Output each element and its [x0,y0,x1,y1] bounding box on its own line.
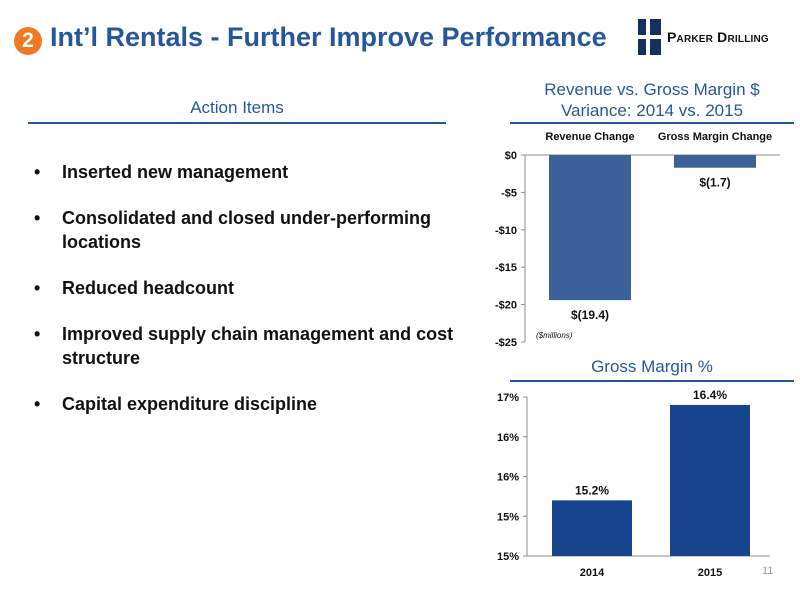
section-number-badge: 2 [14,27,42,55]
bullet-icon: • [34,278,41,298]
action-item: • Consolidated and closed under-performin… [34,206,454,254]
gross-margin-bar [552,500,632,556]
gross-margin-chart-title: Gross Margin % [591,357,713,376]
y-tick-label: -$25 [495,337,517,349]
y-tick-label: 15% [497,511,519,523]
y-tick-label: 17% [497,392,519,404]
y-tick-label: 16% [497,432,519,444]
y-tick-label: 15% [497,551,519,563]
action-item-text: Inserted new management [62,162,289,182]
unit-note: ($millions) [536,331,573,340]
y-tick-label: -$5 [501,187,517,199]
action-item-text: Improved supply chain management and cos… [62,324,454,368]
variance-bar [674,155,756,168]
y-tick-label: -$15 [495,262,517,274]
category-label: Revenue Change [545,131,634,143]
bullet-icon: • [34,394,41,414]
action-item-text: Capital expenditure discipline [62,394,318,414]
bar-data-label: 16.4% [693,388,727,402]
variance-bar [549,155,631,301]
action-item: • Capital expenditure discipline [34,392,454,416]
variance-chart-title: Revenue vs. Gross Margin $ Variance: 201… [510,79,794,121]
action-item-text: Consolidated and closed under-performing… [62,208,432,252]
action-items-rule [28,122,446,124]
bullet-icon: • [34,324,41,344]
bar-data-label: $(19.4) [571,308,609,322]
action-items-list: • Inserted new management • Consolidated an… [34,160,454,438]
y-tick-label: -$10 [495,225,517,237]
variance-bar-chart: $0 -$5 -$10 -$15 -$20 -$25 $(19.4) Revenue Chan… [495,131,780,349]
category-label: Gross Margin Change [658,131,772,143]
gross-margin-bar [670,404,750,556]
page-number: 11 [762,565,774,577]
variance-chart-title-line: Revenue vs. Gross Margin $ [544,80,760,99]
action-item: • Reduced headcount [34,276,454,300]
logo-text: Parker Drilling [667,29,769,45]
variance-chart-rule [510,122,794,124]
gross-margin-chart-rule [510,380,794,382]
bullet-icon: • [34,208,41,228]
action-item-text: Reduced headcount [62,278,235,298]
action-item: • Inserted new management [34,160,454,184]
company-logo: Parker Drilling [638,18,788,58]
action-item: • Improved supply chain management and co… [34,322,454,370]
page-title: Int’l Rentals - Further Improve Performa… [50,22,607,52]
gross-margin-bar-chart: 15% 15% 16% 16% 17% 15.2% 2014 16.4% 2015 [497,388,770,579]
bar-data-label: $(1.7) [699,176,730,190]
y-tick-label: $0 [505,150,517,162]
y-tick-label: 16% [497,472,519,484]
action-items-heading: Action Items [190,98,284,117]
bullet-icon: • [34,162,41,182]
bar-data-label: 15.2% [575,483,609,497]
variance-chart-title-line: Variance: 2014 vs. 2015 [560,101,744,120]
y-tick-label: -$20 [495,300,517,312]
logo-mark-icon [638,19,661,55]
category-label: 2015 [698,567,722,579]
category-label: 2014 [580,567,605,579]
